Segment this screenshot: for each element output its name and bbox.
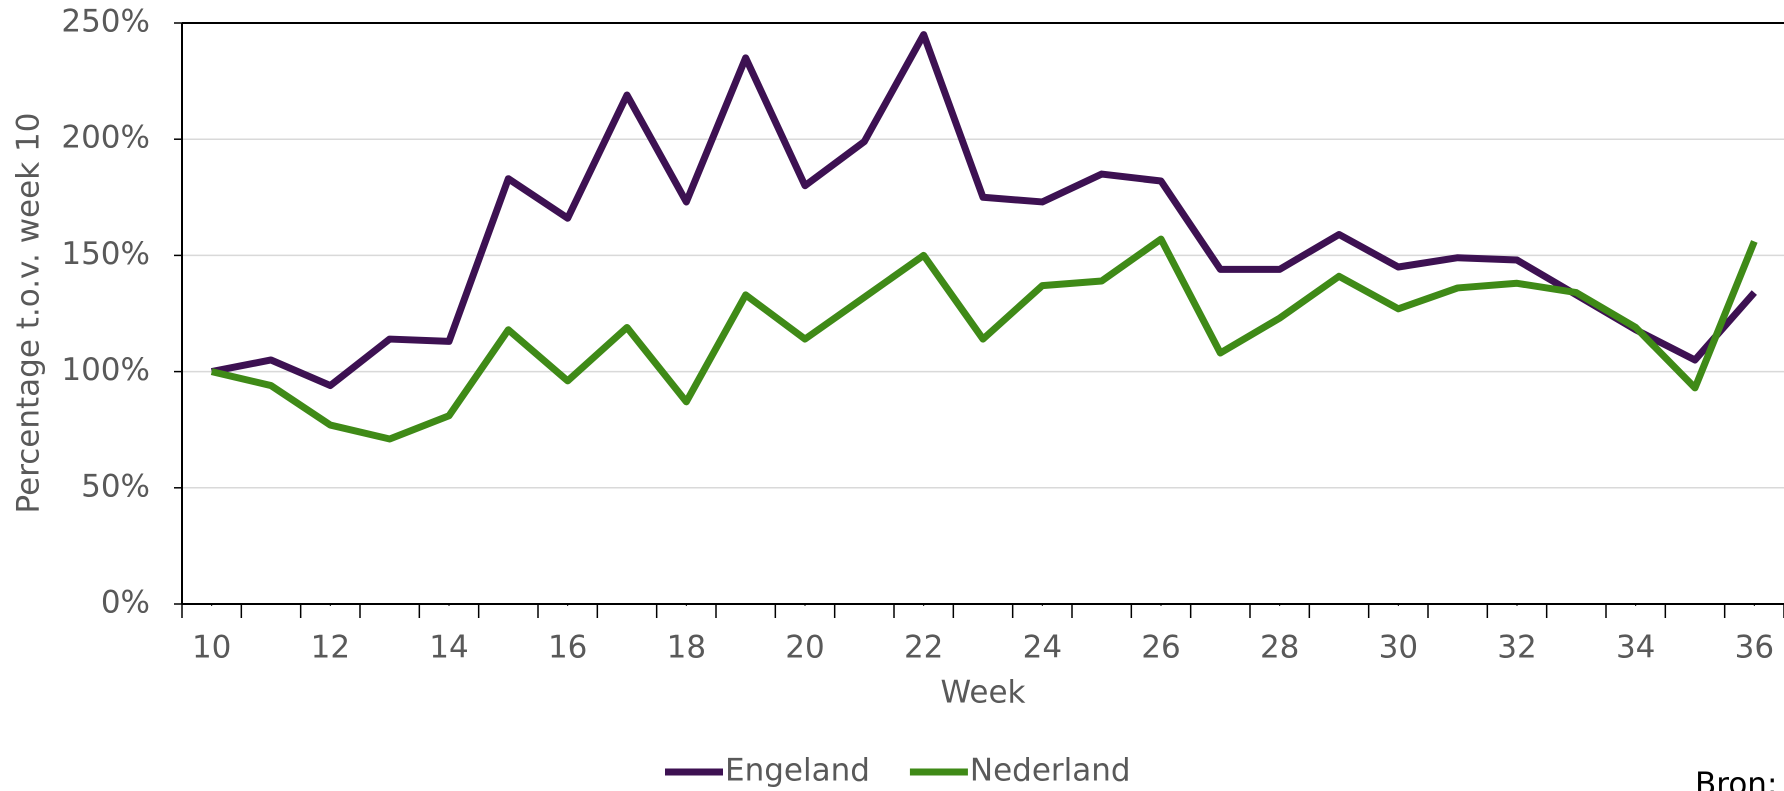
y-tick-label: 50% (81, 468, 150, 504)
x-tick-label: 24 (1023, 630, 1062, 666)
x-tick-label: 14 (429, 630, 468, 666)
x-tick-label: 16 (548, 630, 587, 666)
legend-label: Engeland (725, 753, 870, 789)
x-tick-label: 28 (1260, 630, 1299, 666)
line-series (210, 31, 1757, 390)
x-tick-label: 34 (1616, 630, 1655, 666)
legend-label: Nederland (970, 753, 1131, 789)
x-tick-label: 36 (1735, 630, 1774, 666)
x-tick-label: 20 (785, 630, 824, 666)
x-tick-label: 32 (1497, 630, 1536, 666)
y-tick-label: 100% (61, 352, 150, 388)
x-tick-label: 30 (1379, 630, 1418, 666)
y-tick-label: 0% (101, 585, 150, 621)
x-axis-label: Week (941, 675, 1026, 711)
source-note: Bron: (1695, 767, 1777, 791)
x-tick-label: 12 (311, 630, 350, 666)
y-tick-label: 200% (61, 120, 150, 156)
y-axis-label: Percentage t.o.v. week 10 (11, 113, 47, 514)
y-tick-label: 150% (61, 236, 150, 272)
x-tick-label: 10 (192, 630, 231, 666)
x-tick-label: 22 (904, 630, 943, 666)
y-tick-label: 250% (61, 4, 150, 40)
line-series (210, 235, 1758, 443)
x-tick-label: 18 (667, 630, 706, 666)
x-tick-label: 26 (1141, 630, 1180, 666)
